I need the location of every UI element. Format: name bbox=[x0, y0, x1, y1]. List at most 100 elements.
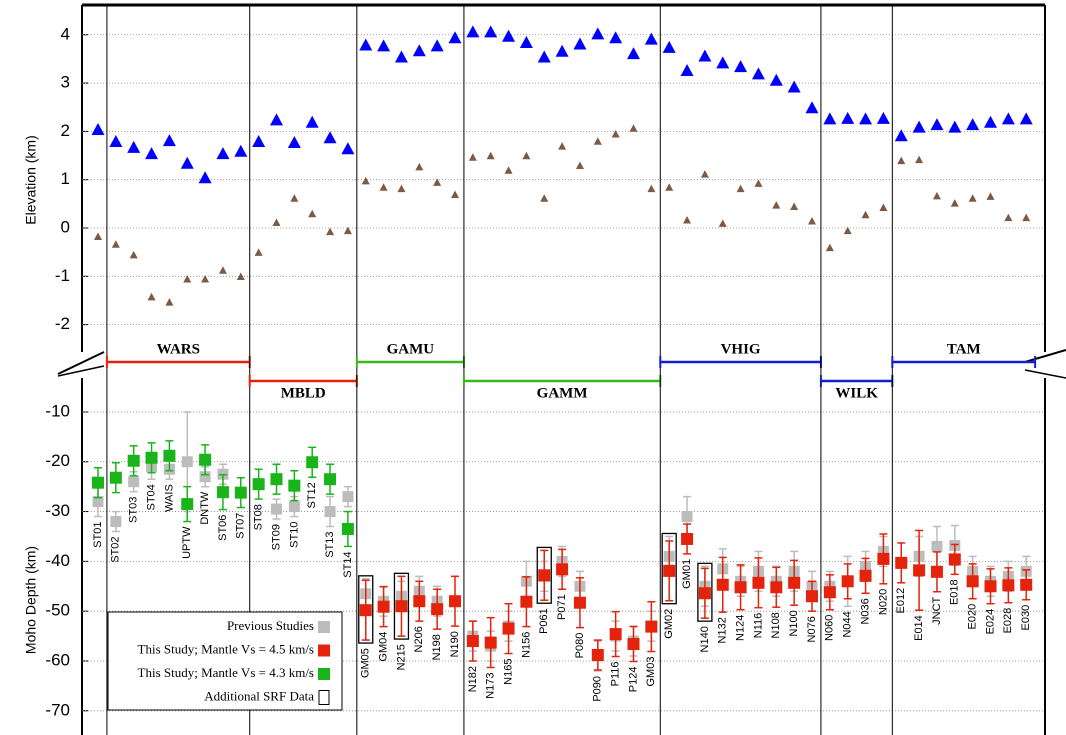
elevation-marker bbox=[843, 226, 852, 235]
elevation-marker bbox=[343, 226, 352, 235]
y-tick-label: 4 bbox=[61, 24, 70, 43]
elevation-marker bbox=[430, 39, 444, 52]
moho-marker bbox=[520, 595, 533, 608]
elevation-marker bbox=[147, 292, 156, 301]
station-label: N036 bbox=[859, 598, 871, 624]
network-label: MBLD bbox=[281, 385, 326, 401]
elevation-marker bbox=[234, 144, 248, 157]
station-label: N140 bbox=[699, 626, 711, 652]
elevation-marker bbox=[629, 124, 638, 132]
moho-marker bbox=[449, 595, 461, 608]
moho-marker bbox=[216, 486, 229, 499]
moho-marker bbox=[698, 587, 711, 600]
elevation-marker bbox=[680, 64, 694, 77]
y-tick-label: 3 bbox=[61, 73, 70, 92]
elevation-marker bbox=[787, 80, 801, 93]
moho-marker bbox=[1020, 578, 1033, 591]
moho-marker bbox=[324, 506, 336, 518]
station-label: GM05 bbox=[360, 648, 372, 678]
network-label: VHIG bbox=[721, 341, 761, 357]
moho-marker bbox=[342, 491, 354, 503]
legend-label: This Study; Mantle Vs = 4.5 km/s bbox=[138, 641, 314, 656]
station-label: E028 bbox=[1002, 608, 1014, 634]
axis-break bbox=[1024, 349, 1066, 363]
station-label: N132 bbox=[717, 617, 729, 643]
elevation-marker bbox=[466, 25, 480, 38]
station-label: N044 bbox=[842, 611, 854, 637]
moho-marker bbox=[877, 552, 890, 565]
elevation-marker bbox=[305, 115, 319, 128]
elevation-marker bbox=[448, 31, 462, 44]
station-label: E020 bbox=[967, 604, 979, 630]
y-tick-label: -2 bbox=[55, 314, 70, 333]
network-label: GAMM bbox=[537, 385, 588, 401]
elevation-marker bbox=[180, 156, 194, 169]
legend-box bbox=[107, 611, 343, 711]
elevation-marker bbox=[611, 130, 620, 138]
axis-break bbox=[1024, 369, 1066, 379]
elevation-marker bbox=[948, 120, 962, 133]
elevation-marker bbox=[772, 201, 781, 209]
moho-marker bbox=[966, 575, 979, 588]
station-label: E024 bbox=[984, 609, 996, 635]
station-label: N206 bbox=[413, 626, 425, 652]
legend-label: This Study; Mantle Vs = 4.3 km/s bbox=[138, 665, 314, 680]
station-label: ST06 bbox=[217, 515, 229, 541]
elevation-marker bbox=[573, 37, 587, 50]
moho-marker bbox=[663, 564, 676, 577]
elevation-marker bbox=[323, 131, 337, 144]
elevation-marker bbox=[823, 112, 837, 125]
elevation-marker bbox=[1019, 112, 1033, 125]
network-label: GAMU bbox=[387, 341, 435, 357]
elevation-marker bbox=[879, 203, 888, 211]
elevation-marker bbox=[876, 111, 890, 124]
elevation-marker bbox=[575, 161, 584, 169]
elevation-marker bbox=[968, 194, 977, 202]
moho-marker bbox=[377, 600, 390, 613]
moho-marker bbox=[841, 575, 854, 588]
elevation-marker bbox=[94, 232, 102, 240]
srf-box bbox=[358, 575, 374, 644]
y-tick-label: -40 bbox=[45, 551, 70, 570]
station-label: P071 bbox=[556, 594, 568, 620]
moho-marker bbox=[645, 620, 658, 633]
moho-marker bbox=[413, 595, 426, 608]
elevation-marker bbox=[790, 202, 799, 211]
station-label: N020 bbox=[877, 589, 889, 615]
moho-marker bbox=[591, 649, 604, 662]
station-label: P124 bbox=[627, 666, 639, 692]
moho-marker bbox=[271, 503, 282, 515]
elevation-marker bbox=[609, 31, 623, 44]
station-label: GM04 bbox=[378, 632, 390, 662]
station-label: ST07 bbox=[235, 513, 247, 539]
y-tick-label: -20 bbox=[45, 451, 70, 470]
elevation-marker bbox=[950, 199, 959, 207]
elevation-marker bbox=[930, 118, 944, 131]
station-label: N060 bbox=[824, 615, 836, 641]
elevation-marker bbox=[718, 219, 727, 227]
elevation-marker bbox=[644, 32, 658, 45]
moho-marker bbox=[484, 636, 497, 649]
axis-break bbox=[57, 351, 105, 375]
station-label: N076 bbox=[806, 616, 818, 642]
station-label: ST12 bbox=[306, 482, 318, 508]
elevation-marker bbox=[216, 147, 230, 160]
legend-swatch bbox=[318, 621, 330, 633]
elevation-marker bbox=[519, 36, 533, 49]
elevation-marker bbox=[841, 111, 855, 124]
elevation-marker bbox=[1001, 112, 1015, 125]
station-label: ST01 bbox=[92, 522, 104, 548]
elevation-marker bbox=[502, 29, 516, 42]
moho-marker bbox=[270, 473, 283, 486]
elevation-marker bbox=[451, 190, 459, 198]
station-label: N165 bbox=[502, 659, 514, 685]
network-label: WILK bbox=[835, 385, 878, 401]
elevation-marker bbox=[272, 218, 281, 226]
elevation-marker bbox=[912, 120, 926, 133]
elevation-marker bbox=[662, 40, 676, 53]
station-label: ST04 bbox=[145, 484, 157, 510]
moho-marker bbox=[502, 622, 515, 635]
elevation-marker bbox=[201, 274, 210, 283]
elevation-marker bbox=[894, 129, 908, 142]
station-label: GM02 bbox=[663, 609, 675, 639]
